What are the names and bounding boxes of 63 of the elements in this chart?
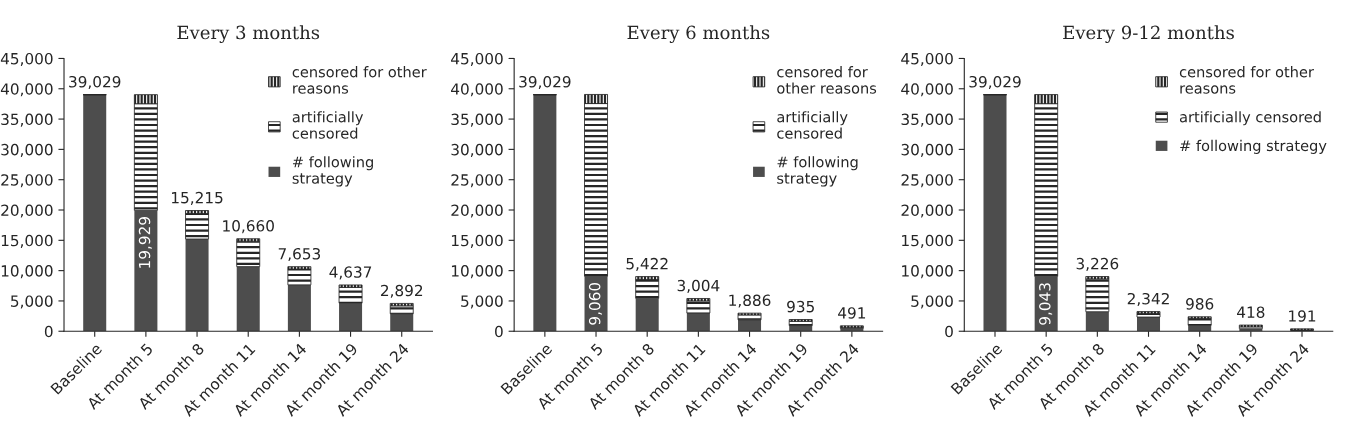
y-tick-label: 40,000 xyxy=(0,83,53,97)
y-tick-label: 25,000 xyxy=(451,174,503,188)
data-label: 3,004 xyxy=(677,279,720,293)
y-tick-label: 5,000 xyxy=(911,295,953,309)
data-label: 2,342 xyxy=(1127,292,1169,307)
data-label: 4,637 xyxy=(329,266,372,280)
data-label: 39,029 xyxy=(969,75,1021,90)
data-label: 418 xyxy=(1237,306,1265,318)
data-label: 191 xyxy=(1289,310,1316,322)
y-tick-label: 35,000 xyxy=(1,113,53,127)
data-label: 7,653 xyxy=(278,247,321,262)
legend-label: # following strategy xyxy=(1180,139,1327,154)
y-tick-label: 15,000 xyxy=(1,234,53,248)
legend-label: artificially censored xyxy=(292,111,364,139)
data-label: 10,660 xyxy=(223,220,274,234)
y-tick-label: 35,000 xyxy=(901,113,953,127)
y-tick-label: 5,000 xyxy=(461,295,503,309)
data-label: 39,029 xyxy=(519,75,571,90)
data-label: 19,929 xyxy=(138,217,152,268)
y-tick-label: 25,000 xyxy=(1,174,53,188)
data-label: 9,043 xyxy=(1039,283,1053,325)
y-tick-label: 40,000 xyxy=(901,83,953,97)
data-label: 2,892 xyxy=(380,284,423,298)
legend-label: # following strategy xyxy=(777,156,858,187)
legend-label: censored for other reasons xyxy=(1179,66,1314,94)
chart-title: Every 9-12 months xyxy=(1063,25,1234,44)
y-tick-label: 20,000 xyxy=(1,204,53,218)
chart-title: Every 6 months xyxy=(627,25,770,44)
y-tick-label: 0 xyxy=(495,325,503,338)
y-tick-label: 45,000 xyxy=(0,52,53,67)
data-label: 491 xyxy=(838,307,866,319)
y-tick-label: 25,000 xyxy=(901,174,953,188)
data-label: 15,215 xyxy=(172,191,223,205)
y-tick-label: 30,000 xyxy=(901,143,953,157)
y-tick-label: 20,000 xyxy=(901,204,953,218)
legend-label: censored for other reasons xyxy=(777,66,877,94)
y-tick-label: 15,000 xyxy=(451,234,503,248)
y-tick-label: 30,000 xyxy=(1,143,53,157)
legend-label: censored for other reasons xyxy=(292,66,427,94)
y-tick-label: 35,000 xyxy=(451,113,503,127)
y-tick-label: 0 xyxy=(945,325,953,338)
data-label: 1,886 xyxy=(729,294,771,308)
data-label: 9,060 xyxy=(588,282,603,325)
y-tick-label: 10,000 xyxy=(451,265,503,279)
y-tick-label: 20,000 xyxy=(451,204,503,218)
legend-label: artificially censored xyxy=(1179,111,1321,126)
chart-title: Every 3 months xyxy=(177,25,320,44)
y-tick-label: 10,000 xyxy=(1,265,53,279)
data-label: 3,226 xyxy=(1076,257,1119,271)
y-tick-label: 10,000 xyxy=(902,265,953,279)
data-label: 39,029 xyxy=(69,75,121,90)
data-label: 5,422 xyxy=(626,257,668,271)
data-label: 935 xyxy=(787,300,814,313)
y-tick-label: 40,000 xyxy=(451,83,503,97)
y-tick-label: 45,000 xyxy=(901,52,953,67)
y-tick-label: 5,000 xyxy=(11,295,53,309)
legend-label: artificially censored xyxy=(777,111,848,139)
y-tick-label: 15,000 xyxy=(902,234,953,248)
legend-label: # following strategy xyxy=(292,156,373,187)
y-tick-label: 0 xyxy=(44,325,53,338)
y-tick-label: 45,000 xyxy=(451,52,503,67)
y-tick-label: 30,000 xyxy=(451,143,503,157)
data-label: 986 xyxy=(1186,298,1214,310)
